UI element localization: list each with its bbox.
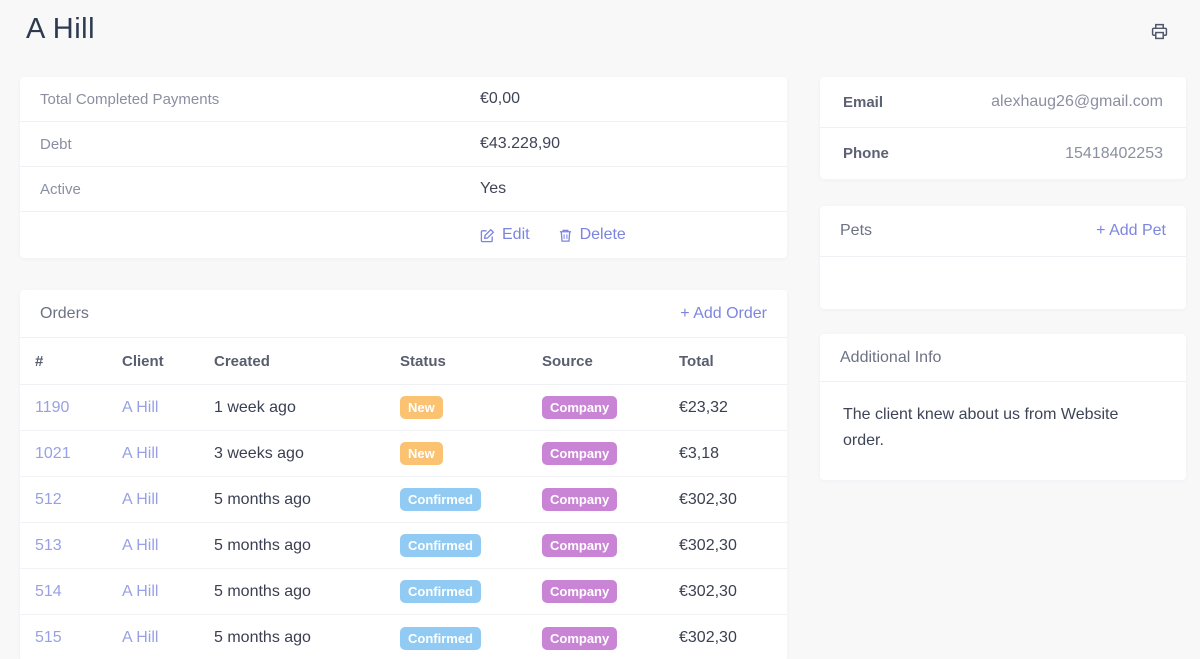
order-total: €3,18 <box>679 444 720 462</box>
table-row: 1021 A Hill 3 weeks ago New Company €3,1… <box>20 431 787 477</box>
summary-row: Active Yes <box>20 167 787 212</box>
status-badge: Confirmed <box>400 626 481 650</box>
order-created: 5 months ago <box>214 536 311 554</box>
order-total: €302,30 <box>679 536 737 554</box>
edit-button-label: Edit <box>502 226 530 243</box>
client-link[interactable]: A Hill <box>122 444 159 462</box>
summary-row: Total Completed Payments €0,00 <box>20 77 787 122</box>
order-created: 1 week ago <box>214 398 296 416</box>
status-badge: New <box>400 396 443 419</box>
edit-button[interactable]: Edit <box>480 226 530 244</box>
left-column: Total Completed Payments €0,00 Debt €43.… <box>20 77 787 659</box>
additional-info-header: Additional Info <box>820 334 1186 382</box>
page-title: A Hill <box>26 13 96 45</box>
orders-card-header: Orders + Add Order <box>20 290 787 338</box>
summary-value: €43.228,90 <box>480 135 561 152</box>
table-row: 512 A Hill 5 months ago Confirmed Compan… <box>20 477 787 523</box>
email-row: Email alexhaug26@gmail.com <box>820 77 1186 128</box>
add-order-button[interactable]: + Add Order <box>680 304 767 322</box>
edit-icon <box>480 228 495 243</box>
table-row: 515 A Hill 5 months ago Confirmed Compan… <box>20 615 787 659</box>
order-total: €23,32 <box>679 398 728 416</box>
orders-title: Orders <box>40 304 89 322</box>
pets-card: Pets + Add Pet <box>820 206 1186 309</box>
order-total: €302,30 <box>679 490 737 508</box>
right-column: Email alexhaug26@gmail.com Phone 1541840… <box>820 77 1186 659</box>
additional-info-card: Additional Info The client knew about us… <box>820 334 1186 480</box>
pets-title: Pets <box>840 222 873 239</box>
order-total: €302,30 <box>679 582 737 600</box>
source-badge: Company <box>542 396 618 419</box>
email-value: alexhaug26@gmail.com <box>991 93 1163 110</box>
pets-card-header: Pets + Add Pet <box>820 206 1186 257</box>
trash-icon <box>558 228 573 243</box>
source-badge: Company <box>542 534 618 557</box>
order-created: 3 weeks ago <box>214 444 304 462</box>
source-badge: Company <box>542 626 618 650</box>
additional-info-title: Additional Info <box>840 348 942 366</box>
printer-icon <box>1151 23 1168 40</box>
source-badge: Company <box>542 442 618 465</box>
print-button[interactable] <box>1145 17 1174 46</box>
status-badge: Confirmed <box>400 488 481 511</box>
summary-value: €0,00 <box>480 90 521 107</box>
order-total: €302,30 <box>679 629 737 646</box>
source-badge: Company <box>542 488 618 511</box>
order-id-link[interactable]: 513 <box>35 536 62 554</box>
orders-table-header: # Client Created Status Source Total <box>20 338 787 385</box>
phone-row: Phone 15418402253 <box>820 128 1186 179</box>
phone-label: Phone <box>843 145 889 162</box>
order-id-link[interactable]: 515 <box>35 629 62 646</box>
delete-button-label: Delete <box>579 226 626 243</box>
client-link[interactable]: A Hill <box>122 490 159 508</box>
column-header-source: Source <box>542 352 593 370</box>
table-row: 514 A Hill 5 months ago Confirmed Compan… <box>20 569 787 615</box>
column-header-id: # <box>35 352 44 370</box>
summary-actions: Edit Delete <box>20 212 787 258</box>
order-id-link[interactable]: 1021 <box>35 444 71 462</box>
summary-row: Debt €43.228,90 <box>20 122 787 167</box>
pets-empty-body <box>820 257 1186 309</box>
order-created: 5 months ago <box>214 582 311 600</box>
client-link[interactable]: A Hill <box>122 629 159 646</box>
delete-button[interactable]: Delete <box>558 226 626 244</box>
summary-label: Debt <box>40 135 72 153</box>
summary-value: Yes <box>480 180 507 197</box>
client-link[interactable]: A Hill <box>122 582 159 600</box>
status-badge: New <box>400 442 443 465</box>
status-badge: Confirmed <box>400 534 481 557</box>
column-header-created: Created <box>214 352 270 370</box>
table-row: 1190 A Hill 1 week ago New Company €23,3… <box>20 385 787 431</box>
order-created: 5 months ago <box>214 490 311 508</box>
order-id-link[interactable]: 1190 <box>35 398 70 416</box>
page-header: A Hill <box>0 0 1200 77</box>
email-label: Email <box>843 93 884 111</box>
column-header-status: Status <box>400 352 446 370</box>
status-badge: Confirmed <box>400 580 481 603</box>
source-badge: Company <box>542 580 618 603</box>
contact-card: Email alexhaug26@gmail.com Phone 1541840… <box>820 77 1186 179</box>
table-row: 513 A Hill 5 months ago Confirmed Compan… <box>20 523 787 569</box>
phone-value: 15418402253 <box>1065 144 1163 162</box>
order-created: 5 months ago <box>214 629 311 646</box>
content: Total Completed Payments €0,00 Debt €43.… <box>0 77 1200 659</box>
column-header-client: Client <box>122 352 164 370</box>
order-id-link[interactable]: 512 <box>35 490 62 508</box>
client-link[interactable]: A Hill <box>122 536 159 554</box>
client-summary-card: Total Completed Payments €0,00 Debt €43.… <box>20 77 787 258</box>
additional-info-body: The client knew about us from Website or… <box>843 406 1119 449</box>
add-pet-button[interactable]: + Add Pet <box>1096 222 1166 239</box>
column-header-total: Total <box>679 352 714 370</box>
client-link[interactable]: A Hill <box>122 398 159 416</box>
orders-card: Orders + Add Order # Client Created Stat… <box>20 290 787 659</box>
order-id-link[interactable]: 514 <box>35 582 62 600</box>
summary-label: Active <box>40 180 81 198</box>
summary-label: Total Completed Payments <box>40 90 220 108</box>
